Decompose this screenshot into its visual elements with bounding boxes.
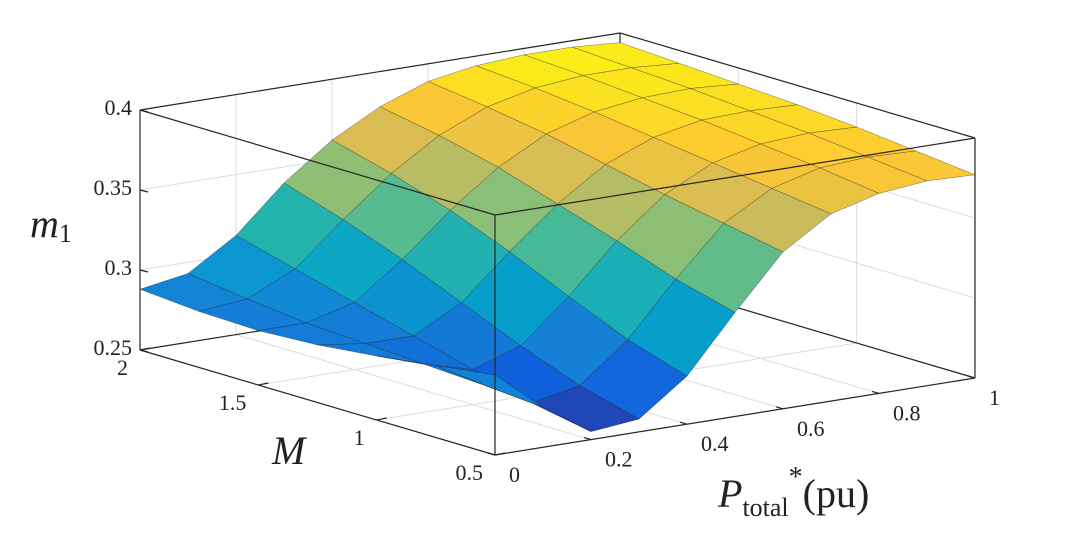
z-label-sub: 1 [59, 219, 72, 248]
z-label-base: m [30, 201, 59, 246]
box-edge [139, 349, 496, 456]
y-tick [376, 417, 387, 421]
x-tick [871, 390, 880, 394]
box-edge [139, 32, 621, 111]
y-tick [258, 382, 269, 386]
box-edge [494, 137, 976, 216]
x-tick-label: 0.4 [701, 431, 729, 456]
y-tick-label: 1 [354, 425, 365, 450]
x-tick-label: 0.6 [797, 416, 825, 441]
x-tick-label: 1 [989, 385, 1000, 410]
box-edge [494, 377, 976, 456]
grid-line [235, 334, 592, 441]
x-tick [487, 452, 496, 456]
z-tick [139, 269, 149, 273]
z-tick-label: 0.4 [105, 95, 133, 120]
x-tick [583, 437, 592, 441]
y-tick-label: 2 [117, 355, 128, 380]
x-axis-label: Ptotal*(pu) [717, 462, 869, 522]
z-tick-label: 0.25 [94, 335, 133, 360]
z-tick [139, 189, 149, 193]
x-tick [775, 406, 784, 410]
box-edge [619, 32, 976, 139]
x-label-sub: total [742, 493, 788, 522]
x-tick-label: 0.2 [605, 447, 633, 472]
y-tick-label: 0.5 [456, 460, 484, 485]
x-tick [967, 375, 976, 379]
y-tick-label: 1.5 [219, 390, 247, 415]
x-tick-label: 0.8 [893, 400, 921, 425]
z-tick-label: 0.3 [105, 255, 133, 280]
y-tick [494, 452, 506, 456]
box-edge [139, 109, 496, 216]
z-tick [139, 109, 149, 113]
y-tick [139, 347, 151, 351]
x-label-base: P [717, 471, 742, 516]
z-tick-label: 0.35 [94, 175, 133, 200]
x-label-sup: * [789, 462, 803, 493]
surface-patch [435, 365, 544, 408]
x-tick [679, 421, 688, 425]
z-axis-label: m1 [30, 201, 72, 248]
x-label-tail: (pu) [803, 471, 870, 516]
x-tick-label: 0 [509, 462, 520, 487]
y-axis-label: M [271, 428, 308, 473]
